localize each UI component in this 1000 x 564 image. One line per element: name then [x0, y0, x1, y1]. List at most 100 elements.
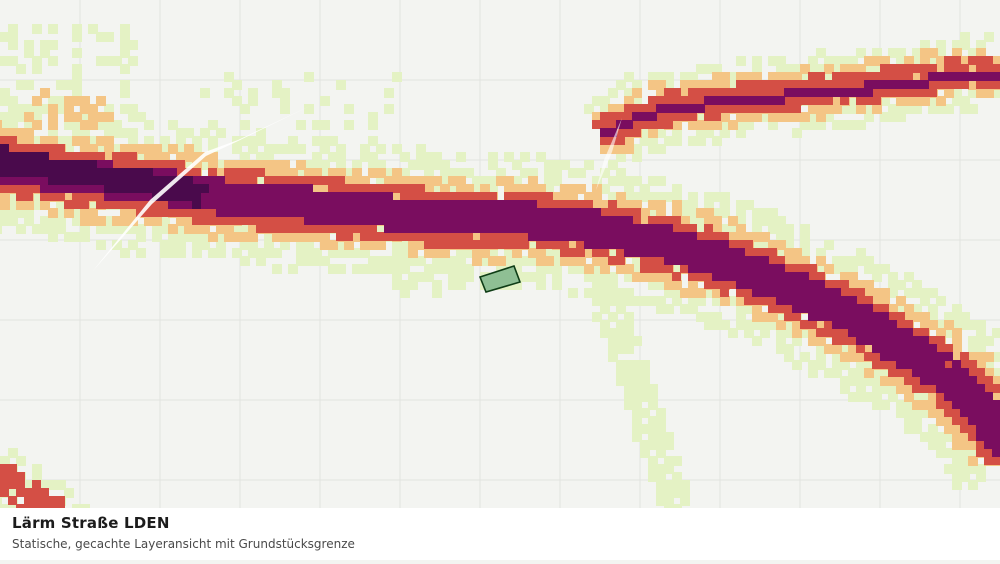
noise-cell-medium: [472, 240, 481, 249]
noise-cell-medium: [840, 328, 849, 337]
noise-cell-medium: [56, 152, 65, 161]
noise-cell-medium: [368, 232, 377, 241]
noise-cell-medium: [480, 240, 489, 249]
noise-cell-medium: [704, 224, 713, 233]
noise-cell-medium: [504, 240, 513, 249]
noise-cell-medium: [432, 240, 441, 249]
noise-cell-very-low: [288, 136, 298, 146]
noise-cell-medium: [496, 232, 505, 241]
noise-cell-medium: [88, 192, 97, 201]
noise-cell-medium: [416, 232, 425, 241]
noise-cell-medium: [520, 240, 529, 249]
noise-cell-medium: [320, 224, 329, 233]
noise-cell-medium: [936, 336, 945, 345]
noise-cell-medium: [816, 272, 825, 281]
noise-cell-medium: [416, 184, 425, 193]
noise-cell-medium: [608, 256, 617, 265]
noise-cell-medium: [352, 224, 361, 233]
noise-cell-medium: [440, 240, 449, 249]
noise-cell-low: [0, 200, 10, 210]
noise-cell-medium: [224, 176, 233, 185]
noise-cell-very-low: [48, 24, 58, 34]
noise-cell-medium: [784, 312, 793, 321]
noise-cell-medium: [872, 360, 881, 369]
noise-cell-medium: [304, 176, 313, 185]
noise-cell-medium: [872, 352, 881, 361]
noise-cell-very-low: [96, 56, 106, 66]
noise-cell-medium: [720, 288, 729, 297]
noise-cell-medium: [408, 192, 417, 201]
noise-cell-medium: [424, 232, 433, 241]
noise-cell-medium: [656, 264, 665, 273]
noise-cell-medium: [464, 240, 473, 249]
noise-cell-low: [960, 440, 970, 450]
noise-cell-medium: [32, 184, 41, 193]
noise-cell-medium: [360, 224, 369, 233]
noise-cell-medium: [96, 192, 105, 201]
noise-cell-medium: [480, 232, 489, 241]
noise-cell-medium: [880, 304, 889, 313]
noise-cell-very-low: [344, 104, 354, 114]
noise-cell-medium: [288, 224, 297, 233]
noise-cell-very-low: [8, 56, 18, 66]
noise-cell-medium: [448, 192, 457, 201]
noise-cell-very-low: [120, 24, 130, 34]
noise-cell-medium: [656, 256, 665, 265]
noise-cell-medium: [840, 288, 849, 297]
noise-cell-medium: [64, 152, 73, 161]
noise-cell-medium: [120, 160, 129, 169]
noise-cell-medium: [16, 144, 25, 153]
noise-cell-medium: [176, 160, 185, 169]
noise-cell-very-low: [88, 24, 98, 34]
noise-cell-low: [720, 296, 730, 306]
noise-cell-very-low: [296, 120, 306, 130]
noise-cell-medium: [872, 304, 881, 313]
noise-cell-very-low: [384, 88, 394, 98]
noise-cell-very-low: [968, 104, 978, 114]
noise-cell-very-low: [960, 32, 970, 42]
noise-cell-very-low: [664, 304, 674, 314]
noise-cell-medium: [160, 160, 169, 169]
noise-cell-medium: [544, 192, 553, 201]
noise-cell-medium: [864, 352, 873, 361]
noise-cell-medium: [904, 320, 913, 329]
noise-cell-medium: [880, 360, 889, 369]
noise-cell-medium: [256, 224, 265, 233]
noise-cell-medium: [104, 200, 113, 209]
noise-cell-medium: [376, 232, 385, 241]
noise-cell-medium: [768, 256, 777, 265]
noise-cell-very-low: [384, 104, 394, 114]
noise-cell-medium: [56, 144, 65, 153]
noise-cell-medium: [80, 192, 89, 201]
noise-cell-very-low: [968, 480, 978, 490]
noise-cell-medium: [608, 208, 617, 217]
noise-cell-medium: [568, 200, 577, 209]
noise-cell-medium: [416, 192, 425, 201]
noise-cell-medium: [664, 264, 673, 273]
noise-cell-very-low: [248, 96, 258, 106]
noise-cell-medium: [536, 200, 545, 209]
noise-cell-medium: [616, 256, 625, 265]
noise-cell-medium: [592, 248, 601, 257]
noise-cell-very-low: [256, 136, 266, 146]
noise-cell-medium: [520, 232, 529, 241]
noise-cell-medium: [960, 360, 969, 369]
noise-cell-medium: [576, 240, 585, 249]
noise-cell-very-low: [880, 400, 890, 410]
noise-cell-medium: [600, 208, 609, 217]
noise-cell-low: [40, 88, 50, 98]
noise-cell-very-low: [0, 88, 10, 98]
noise-cell-very-low: [336, 152, 346, 162]
noise-cell-medium: [280, 224, 289, 233]
noise-cell-medium: [144, 160, 153, 169]
noise-cell-very-low: [240, 120, 250, 130]
noise-cell-medium: [768, 248, 777, 257]
noise-cell-very-low: [392, 264, 402, 274]
noise-cell-medium: [888, 312, 897, 321]
noise-cell-medium: [328, 176, 337, 185]
noise-cell-very-low: [144, 120, 154, 130]
noise-cell-medium: [912, 328, 921, 337]
noise-cell-medium: [624, 208, 633, 217]
